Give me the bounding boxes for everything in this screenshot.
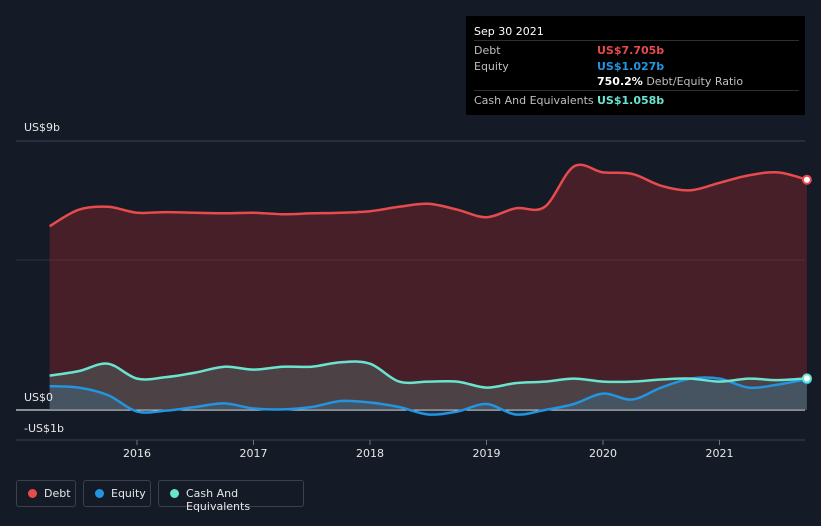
legend-item-equity[interactable]: Equity — [83, 480, 151, 507]
tooltip-debt-row: Debt US$7.705b — [474, 40, 799, 58]
x-tick-label: 2016 — [123, 447, 151, 460]
tooltip-ratio: 750.2% Debt/Equity Ratio — [597, 75, 743, 88]
tooltip-debt-label: Debt — [474, 44, 501, 57]
x-tick-label: 2021 — [706, 447, 734, 460]
tooltip-equity-label: Equity — [474, 60, 509, 73]
x-tick-label: 2018 — [356, 447, 384, 460]
debt-dot-icon — [28, 489, 37, 498]
y-tick-label: US$0 — [24, 391, 53, 404]
tooltip-equity-value: US$1.027b — [597, 60, 665, 73]
legend-item-cash[interactable]: Cash And Equivalents — [158, 480, 304, 513]
equity-line — [49, 376, 808, 416]
debt-end-marker — [801, 174, 812, 185]
y-tick-label: -US$1b — [24, 422, 64, 435]
x-axis: 2016 2017 2018 2019 2020 2021 — [123, 440, 734, 460]
end-markers — [801, 174, 812, 385]
tooltip-ratio-label: Debt/Equity Ratio — [646, 75, 744, 88]
legend-cash-label: Cash And Equivalents — [186, 487, 251, 513]
legend-debt-label: Debt — [44, 487, 71, 500]
tooltip-ratio-value: 750.2% — [597, 75, 643, 88]
tooltip-debt-value: US$7.705b — [597, 44, 665, 57]
legend-equity-label: Equity — [111, 487, 146, 500]
tooltip-cash-label: Cash And Equivalents — [474, 94, 594, 107]
tooltip-date: Sep 30 2021 — [474, 25, 544, 38]
chart-lines — [48, 163, 808, 416]
tooltip-cash-row: Cash And Equivalents US$1.058b — [474, 90, 799, 108]
cash-end-marker — [801, 373, 812, 384]
equity-dot-icon — [95, 489, 104, 498]
y-axis: US$9b US$0 -US$1b — [24, 121, 64, 435]
x-tick-label: 2019 — [473, 447, 501, 460]
legend-item-debt[interactable]: Debt — [16, 480, 76, 507]
tooltip-equity-row: Equity US$1.027b — [474, 57, 799, 74]
cash-dot-icon — [170, 489, 179, 498]
debt-area — [49, 164, 807, 410]
x-tick-label: 2020 — [589, 447, 617, 460]
equity-area — [49, 377, 807, 415]
x-tick-label: 2017 — [240, 447, 268, 460]
debt-line — [48, 163, 808, 228]
tooltip-panel: Sep 30 2021 Debt US$7.705b Equity US$1.0… — [466, 16, 805, 115]
cash-line — [49, 360, 807, 389]
tooltip-cash-value: US$1.058b — [597, 94, 665, 107]
chart-areas — [49, 164, 807, 415]
y-tick-label: US$9b — [24, 121, 60, 134]
